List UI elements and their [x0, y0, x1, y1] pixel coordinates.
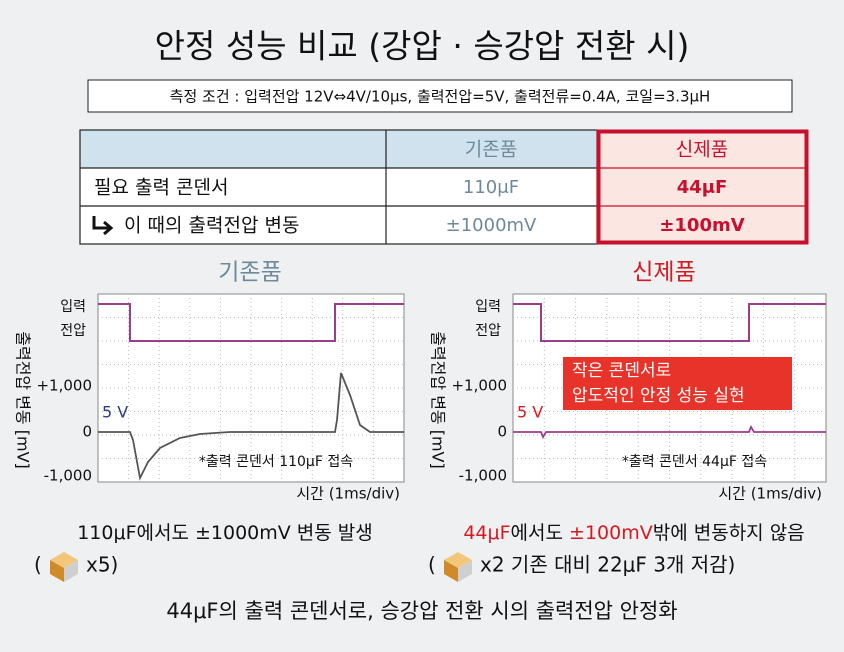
caption-part: 밖에 변동하지 않음 — [653, 522, 805, 544]
output-trace — [513, 424, 826, 440]
x-axis-title: 시간 (1ms/div) — [296, 485, 400, 503]
col-header: 기존품 — [465, 139, 517, 161]
highlight-border — [596, 129, 809, 245]
input-label: 전압 — [60, 323, 86, 339]
cell: ±1000mV — [446, 215, 537, 236]
caption-multiplier: x2 기존 대비 22μF 3개 저감) — [480, 553, 735, 577]
callout: 압도적인 안정 성능 실현 — [572, 386, 745, 406]
capacitor-icon — [50, 552, 78, 582]
input-label: 전압 — [475, 323, 501, 339]
table: 기존품 신제품 필요 출력 콘덴서 110μF 44μF 이 때의 출력전압 변… — [79, 129, 809, 245]
cell: 44μF — [677, 177, 728, 198]
y-tick-label: +1,000 — [36, 377, 92, 395]
caption-open: ( — [34, 553, 42, 577]
note: *출력 콘덴서 44μF 접속 — [622, 454, 767, 470]
callout: 작은 콘덴서로 — [572, 361, 671, 381]
capacitor-icon — [444, 552, 472, 582]
caption-part: 에서도 — [511, 522, 569, 544]
y-tick-label: -1,000 — [459, 467, 507, 485]
y-axis-title: 출력전압 변동 [mV] — [429, 331, 448, 469]
y-tick-label: 0 — [497, 423, 507, 441]
panel-title: 신제품 — [632, 260, 695, 286]
new-column-bg — [597, 130, 808, 244]
y-tick-label: +1,000 — [451, 377, 507, 395]
output-trace — [98, 372, 404, 481]
y-tick-label: -1,000 — [44, 467, 92, 485]
row-label: 필요 출력 콘덴서 — [94, 177, 228, 199]
row-label: 이 때의 출력전압 변동 — [124, 215, 299, 237]
conditions-box — [87, 79, 793, 113]
summary: 44μF의 출력 콘덴서로, 승강압 전환 시의 출력전압 안정화 — [166, 599, 677, 623]
title: 안정 성능 비교 (강압 · 승강압 전환 시) — [155, 27, 690, 66]
input-trace — [98, 303, 404, 342]
header-bg — [80, 130, 597, 168]
input-trace — [513, 303, 826, 342]
y-tick-label: 0 — [82, 423, 92, 441]
input-label: 입력 — [475, 299, 501, 315]
arrow-icon — [92, 216, 114, 236]
caption-part: 110μF에서도 ±1000mV 변동 발생 — [77, 522, 373, 544]
caption: 110μF에서도 ±1000mV 변동 발생 — [77, 522, 373, 544]
x-axis-title: 시간 (1ms/div) — [718, 485, 822, 503]
note: *출력 콘덴서 110μF 접속 — [199, 454, 353, 470]
caption-multiplier: x5) — [86, 553, 118, 577]
caption-part: ±100mV — [569, 522, 653, 544]
cell: ±100mV — [659, 215, 744, 236]
y-axis-title: 출력전압 변동 [mV] — [14, 331, 33, 469]
col-header: 신제품 — [676, 139, 728, 161]
level-label: 5 V — [517, 403, 543, 422]
conditions: 측정 조건 : 입력전압 12V⇔4V/10μs, 출력전압=5V, 출력전류=… — [170, 88, 711, 106]
caption-open: ( — [428, 553, 436, 577]
callout-box — [563, 357, 792, 410]
level-label: 5 V — [102, 403, 128, 422]
caption-part: 44μF — [463, 522, 510, 544]
input-label: 입력 — [60, 299, 86, 315]
caption: 44μF에서도 ±100mV밖에 변동하지 않음 — [463, 522, 804, 544]
panel-title: 기존품 — [218, 260, 281, 286]
cell: 110μF — [463, 177, 519, 198]
